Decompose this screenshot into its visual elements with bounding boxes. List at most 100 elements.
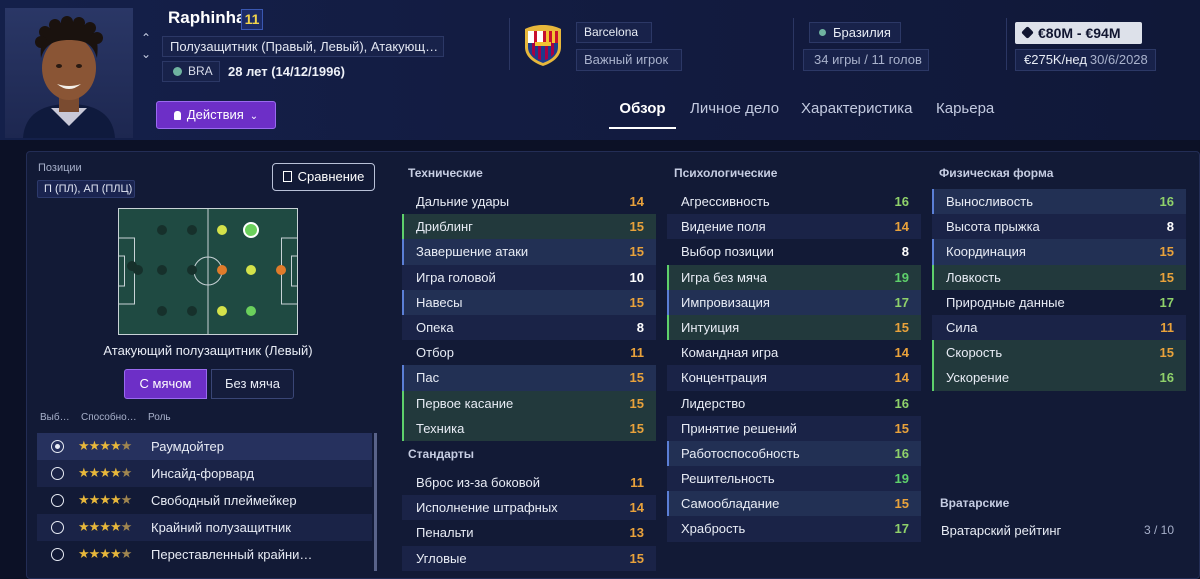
attribute-row[interactable]: Угловые 15 (402, 545, 656, 571)
attribute-row[interactable]: Скорость 15 (932, 340, 1186, 366)
attribute-row[interactable]: Игра головой 10 (402, 264, 656, 290)
country-pill[interactable]: Бразилия (809, 22, 901, 43)
attribute-row[interactable]: Импровизация 17 (667, 289, 921, 315)
tab-personal-file[interactable]: Личное дело (690, 100, 780, 117)
mental-attributes: Агрессивность 16 Видение поля 14 Выбор позиц… (667, 189, 921, 542)
key-attribute-marker (667, 440, 669, 467)
attribute-row[interactable]: Концентрация 14 (667, 365, 921, 391)
attribute-row[interactable]: Агрессивность 16 (667, 189, 921, 214)
attribute-row[interactable]: Опека 8 (402, 314, 656, 341)
role-radio[interactable] (51, 494, 64, 507)
column-header-select[interactable]: Выб… (40, 412, 70, 423)
attribute-value: 16 (1159, 194, 1174, 209)
role-row[interactable]: ★★★★★ Свободный плеймейкер (37, 487, 372, 514)
attribute-row[interactable]: Самообладание 15 (667, 491, 921, 517)
mental-title: Психологические (674, 166, 778, 180)
attribute-value: 11 (1160, 319, 1174, 335)
role-name: Раумдойтер (151, 439, 224, 454)
attribute-row[interactable]: Видение поля 14 (667, 214, 921, 240)
attribute-row[interactable]: Работоспособность 16 (667, 440, 921, 467)
physical-title: Физическая форма (939, 166, 1054, 180)
attribute-row[interactable]: Игра без мяча 19 (667, 264, 921, 290)
attribute-row[interactable]: Ускорение 16 (932, 365, 1186, 391)
scrollbar[interactable] (374, 433, 377, 571)
goalkeeping-title: Вратарские (940, 496, 1010, 510)
attribute-row[interactable]: Пас 15 (402, 365, 656, 391)
attribute-value: 11 (630, 345, 644, 361)
attribute-row[interactable]: Лидерство 16 (667, 391, 921, 416)
attribute-label: Концентрация (681, 370, 767, 386)
without-ball-toggle[interactable]: Без мяча (211, 369, 294, 399)
attribute-row[interactable]: Координация 15 (932, 239, 1186, 265)
attribute-row[interactable]: Завершение атаки 15 (402, 239, 656, 265)
attribute-row[interactable]: Техника 15 (402, 415, 656, 441)
club-name[interactable]: Barcelona (576, 22, 652, 43)
chevron-up-icon[interactable]: ⌃ (140, 31, 152, 45)
role-radio[interactable] (51, 521, 64, 534)
actions-button[interactable]: Действия ⌄ (156, 101, 276, 129)
attribute-row[interactable]: Принятие решений 15 (667, 415, 921, 441)
setpieces-title: Стандарты (408, 447, 475, 461)
key-attribute-marker (667, 264, 669, 290)
attribute-label: Дриблинг (416, 219, 473, 235)
attribute-row[interactable]: Сила 11 (932, 314, 1186, 341)
setpiece-attributes: Вброс из-за боковой 11 Исполнение штрафных… (402, 470, 656, 571)
attribute-row[interactable]: Природные данные 17 (932, 290, 1186, 315)
attribute-row[interactable]: Дальние удары 14 (402, 189, 656, 214)
role-radio[interactable] (51, 440, 64, 453)
attribute-row[interactable]: Ловкость 15 (932, 264, 1186, 290)
star-rating-icon: ★★★★★ (78, 519, 132, 534)
attribute-value: 15 (1159, 269, 1174, 285)
attribute-row[interactable]: Храбрость 17 (667, 516, 921, 542)
attribute-value: 11 (630, 475, 644, 490)
attribute-row[interactable]: Вброс из-за боковой 11 (402, 470, 656, 495)
position-pitch[interactable] (118, 208, 298, 335)
scrollbar-thumb[interactable] (374, 433, 377, 571)
attribute-value: 15 (629, 219, 644, 235)
role-row[interactable]: ★★★★★ Переставленный крайни… (37, 541, 372, 568)
attribute-label: Отбор (416, 345, 454, 361)
attribute-row[interactable]: Дриблинг 15 (402, 214, 656, 240)
attribute-label: Лидерство (681, 395, 746, 411)
compare-button[interactable]: Сравнение (272, 163, 375, 191)
attribute-label: Завершение атаки (416, 244, 529, 260)
club-crest-icon[interactable] (522, 23, 564, 67)
attribute-row[interactable]: Первое касание 15 (402, 390, 656, 416)
key-attribute-marker (402, 390, 404, 416)
attribute-row[interactable]: Решительность 19 (667, 466, 921, 492)
tab-career[interactable]: Карьера (936, 100, 995, 117)
key-attribute-marker (932, 340, 934, 366)
attribute-value: 15 (629, 294, 644, 310)
attribute-value: 15 (1159, 244, 1174, 260)
attribute-row[interactable]: Исполнение штрафных 14 (402, 495, 656, 521)
attribute-row[interactable]: Пенальти 13 (402, 520, 656, 545)
role-row[interactable]: ★★★★★ Инсайд-форвард (37, 460, 372, 487)
tab-attributes[interactable]: Характеристика (801, 100, 913, 117)
transfer-value-badge: €80M - €94M (1015, 22, 1142, 44)
attribute-label: Ускорение (946, 370, 1010, 386)
tab-overview[interactable]: Обзор (609, 93, 676, 129)
attribute-label: Выносливость (946, 194, 1033, 209)
role-radio[interactable] (51, 548, 64, 561)
attribute-label: Опека (416, 319, 454, 335)
attribute-label: Решительность (681, 471, 775, 487)
attribute-row[interactable]: Интуиция 15 (667, 314, 921, 341)
attribute-label: Храбрость (681, 521, 746, 537)
attribute-row[interactable]: Командная игра 14 (667, 340, 921, 365)
attribute-row[interactable]: Высота прыжка 8 (932, 214, 1186, 240)
attribute-row[interactable]: Выбор позиции 8 (667, 239, 921, 264)
role-row[interactable]: ★★★★★ Крайний полузащитник (37, 514, 372, 541)
attribute-row[interactable]: Выносливость 16 (932, 189, 1186, 215)
column-header-ability[interactable]: Способно… (81, 412, 137, 423)
role-row[interactable]: ★★★★★ Раумдойтер (37, 433, 372, 460)
column-header-role[interactable]: Роль (148, 412, 171, 423)
player-nav-arrows: ⌃ ⌄ (138, 30, 154, 62)
with-ball-toggle[interactable]: С мячом (124, 369, 207, 399)
attribute-row[interactable]: Навесы 15 (402, 289, 656, 315)
attribute-row[interactable]: Отбор 11 (402, 340, 656, 365)
player-header: ⌃ ⌄ Raphinha 11 Полузащитник (Правый, Ле… (0, 0, 1200, 140)
role-radio[interactable] (51, 467, 64, 480)
attribute-label: Игра головой (416, 269, 496, 285)
attribute-value: 13 (629, 525, 644, 541)
chevron-down-icon[interactable]: ⌄ (140, 47, 152, 61)
